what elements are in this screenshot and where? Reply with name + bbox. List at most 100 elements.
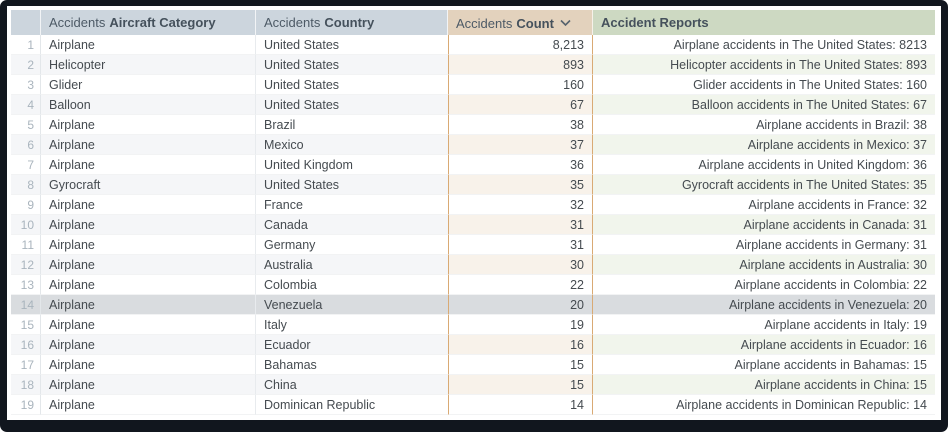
cell-aircraft-category[interactable]: Airplane	[41, 215, 256, 235]
column-header-country[interactable]: Accidents Country	[256, 10, 448, 35]
cell-country[interactable]: United States	[256, 55, 448, 75]
cell-accident-report[interactable]: Airplane accidents in Dominican Republic…	[593, 395, 935, 415]
sort-desc-chevron-down-icon[interactable]	[560, 10, 571, 35]
cell-country[interactable]: United States	[256, 35, 448, 55]
cell-accident-report[interactable]: Airplane accidents in Venezuela: 20	[593, 295, 935, 315]
cell-count[interactable]: 36	[448, 155, 593, 175]
cell-country[interactable]: Venezuela	[256, 295, 448, 315]
cell-aircraft-category[interactable]: Airplane	[41, 335, 256, 355]
cell-aircraft-category[interactable]: Airplane	[41, 315, 256, 335]
cell-aircraft-category[interactable]: Balloon	[41, 95, 256, 115]
cell-count[interactable]: 38	[448, 115, 593, 135]
column-header-aircraft-category[interactable]: Accidents Aircraft Category	[41, 10, 256, 35]
cell-count[interactable]: 160	[448, 75, 593, 95]
cell-accident-report[interactable]: Airplane accidents in Brazil: 38	[593, 115, 935, 135]
cell-accident-report[interactable]: Helicopter accidents in The United State…	[593, 55, 935, 75]
cell-aircraft-category[interactable]: Airplane	[41, 35, 256, 55]
table-row[interactable]: 10 Airplane Canada 31 Airplane accidents in …	[11, 215, 935, 235]
cell-country[interactable]: United States	[256, 175, 448, 195]
cell-accident-report[interactable]: Glider accidents in The United States: 1…	[593, 75, 935, 95]
table-row[interactable]: 16 Airplane Ecuador 16 Airplane accidents in…	[11, 335, 935, 355]
cell-country[interactable]: Bahamas	[256, 355, 448, 375]
table-row[interactable]: 11 Airplane Germany 31 Airplane accidents in…	[11, 235, 935, 255]
table-row[interactable]: 3 Glider United States 160 Glider accidents …	[11, 75, 935, 95]
cell-count[interactable]: 15	[448, 375, 593, 395]
cell-aircraft-category[interactable]: Airplane	[41, 115, 256, 135]
cell-accident-report[interactable]: Airplane accidents in Australia: 30	[593, 255, 935, 275]
table-row[interactable]: 4 Balloon United States 67 Balloon accidents…	[11, 95, 935, 115]
column-header-count[interactable]: Accidents Count	[448, 10, 593, 35]
cell-country[interactable]: United Kingdom	[256, 155, 448, 175]
cell-count[interactable]: 22	[448, 275, 593, 295]
cell-count[interactable]: 893	[448, 55, 593, 75]
cell-accident-report[interactable]: Airplane accidents in Canada: 31	[593, 215, 935, 235]
cell-accident-report[interactable]: Airplane accidents in Ecuador: 16	[593, 335, 935, 355]
cell-count[interactable]: 14	[448, 395, 593, 415]
cell-count[interactable]: 31	[448, 215, 593, 235]
column-header-accident-reports[interactable]: Accident Reports	[593, 10, 935, 35]
cell-count[interactable]: 19	[448, 315, 593, 335]
cell-accident-report[interactable]: Airplane accidents in France: 32	[593, 195, 935, 215]
cell-accident-report[interactable]: Airplane accidents in The United States:…	[593, 35, 935, 55]
table-row[interactable]: 2 Helicopter United States 893 Helicopter ac…	[11, 55, 935, 75]
table-row[interactable]: 7 Airplane United Kingdom 36 Airplane accide…	[11, 155, 935, 175]
table-row[interactable]: 6 Airplane Mexico 37 Airplane accidents in M…	[11, 135, 935, 155]
cell-aircraft-category[interactable]: Airplane	[41, 375, 256, 395]
cell-accident-report[interactable]: Airplane accidents in Mexico: 37	[593, 135, 935, 155]
cell-accident-report[interactable]: Airplane accidents in Colombia: 22	[593, 275, 935, 295]
table-row[interactable]: 15 Airplane Italy 19 Airplane accidents in I…	[11, 315, 935, 335]
cell-count[interactable]: 37	[448, 135, 593, 155]
cell-aircraft-category[interactable]: Airplane	[41, 255, 256, 275]
cell-country[interactable]: Mexico	[256, 135, 448, 155]
cell-accident-report[interactable]: Airplane accidents in Germany: 31	[593, 235, 935, 255]
cell-aircraft-category[interactable]: Helicopter	[41, 55, 256, 75]
cell-country[interactable]: China	[256, 375, 448, 395]
cell-accident-report[interactable]: Airplane accidents in United Kingdom: 36	[593, 155, 935, 175]
cell-country[interactable]: Colombia	[256, 275, 448, 295]
cell-country[interactable]: Canada	[256, 215, 448, 235]
cell-country[interactable]: Brazil	[256, 115, 448, 135]
cell-aircraft-category[interactable]: Glider	[41, 75, 256, 95]
cell-country[interactable]: Germany	[256, 235, 448, 255]
cell-country[interactable]: Australia	[256, 255, 448, 275]
cell-aircraft-category[interactable]: Airplane	[41, 295, 256, 315]
table-row[interactable]: 5 Airplane Brazil 38 Airplane accidents in B…	[11, 115, 935, 135]
table-row[interactable]: 12 Airplane Australia 30 Airplane accidents …	[11, 255, 935, 275]
cell-country[interactable]: France	[256, 195, 448, 215]
table-row[interactable]: 19 Airplane Dominican Republic 14 Airplane a…	[11, 395, 935, 415]
cell-country[interactable]: Italy	[256, 315, 448, 335]
table-row[interactable]: 14 Airplane Venezuela 20 Airplane accidents …	[11, 295, 935, 315]
cell-accident-report[interactable]: Balloon accidents in The United States: …	[593, 95, 935, 115]
cell-country[interactable]: United States	[256, 95, 448, 115]
cell-count[interactable]: 16	[448, 335, 593, 355]
cell-count[interactable]: 31	[448, 235, 593, 255]
table-row[interactable]: 1 Airplane United States 8,213 Airplane acci…	[11, 35, 935, 55]
cell-country[interactable]: United States	[256, 75, 448, 95]
cell-accident-report[interactable]: Airplane accidents in Italy: 19	[593, 315, 935, 335]
cell-aircraft-category[interactable]: Airplane	[41, 135, 256, 155]
cell-count[interactable]: 67	[448, 95, 593, 115]
cell-accident-report[interactable]: Airplane accidents in China: 15	[593, 375, 935, 395]
cell-aircraft-category[interactable]: Airplane	[41, 355, 256, 375]
table-row[interactable]: 17 Airplane Bahamas 15 Airplane accidents in…	[11, 355, 935, 375]
cell-country[interactable]: Dominican Republic	[256, 395, 448, 415]
cell-count[interactable]: 8,213	[448, 35, 593, 55]
cell-count[interactable]: 35	[448, 175, 593, 195]
cell-aircraft-category[interactable]: Airplane	[41, 395, 256, 415]
cell-count[interactable]: 20	[448, 295, 593, 315]
cell-count[interactable]: 30	[448, 255, 593, 275]
cell-aircraft-category[interactable]: Airplane	[41, 235, 256, 255]
cell-count[interactable]: 15	[448, 355, 593, 375]
cell-aircraft-category[interactable]: Airplane	[41, 155, 256, 175]
cell-country[interactable]: Ecuador	[256, 335, 448, 355]
table-row[interactable]: 13 Airplane Colombia 22 Airplane accidents i…	[11, 275, 935, 295]
cell-accident-report[interactable]: Airplane accidents in Bahamas: 15	[593, 355, 935, 375]
cell-count[interactable]: 32	[448, 195, 593, 215]
table-row[interactable]: 8 Gyrocraft United States 35 Gyrocraft accid…	[11, 175, 935, 195]
cell-aircraft-category[interactable]: Gyrocraft	[41, 175, 256, 195]
cell-accident-report[interactable]: Gyrocraft accidents in The United States…	[593, 175, 935, 195]
table-row[interactable]: 9 Airplane France 32 Airplane accidents in F…	[11, 195, 935, 215]
cell-aircraft-category[interactable]: Airplane	[41, 195, 256, 215]
cell-aircraft-category[interactable]: Airplane	[41, 275, 256, 295]
table-row[interactable]: 18 Airplane China 15 Airplane accidents in C…	[11, 375, 935, 395]
